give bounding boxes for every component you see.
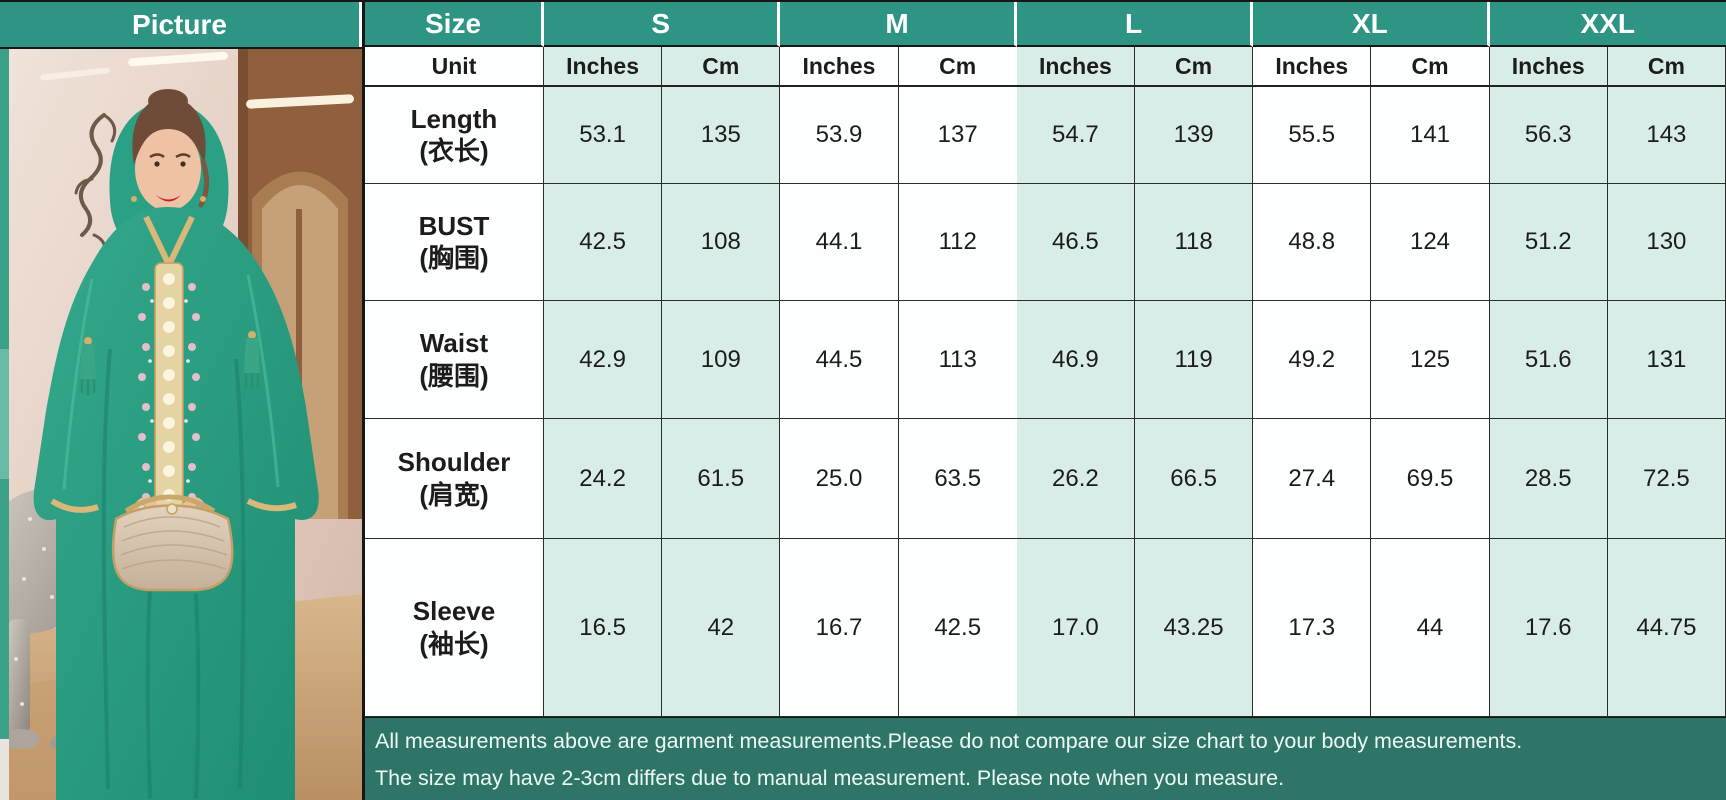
unit-cell: Inches	[544, 47, 663, 87]
ceiling-lights	[40, 51, 354, 109]
size-group-xxl: XXL	[1489, 2, 1726, 47]
face	[135, 127, 201, 211]
table-cell: 26.2	[1016, 419, 1135, 539]
size-header-label: Size	[424, 7, 482, 39]
size-group-xl: XL	[1253, 2, 1490, 47]
lips	[156, 195, 181, 202]
note-line-1: All measurements above are garment measu…	[375, 729, 1523, 754]
unit-cell: Cm	[898, 47, 1017, 87]
table-cell: 53.9	[780, 87, 899, 184]
unit-cell: Cm	[1134, 47, 1254, 87]
table-cell: 63.5	[898, 419, 1017, 539]
table-cell: 139	[1134, 87, 1254, 184]
table-cell: 72.5	[1607, 419, 1726, 539]
table-cell: 16.7	[780, 539, 899, 717]
table-cell: 25.0	[780, 419, 899, 539]
table-cell: 44.75	[1607, 539, 1726, 717]
clutch-bag	[111, 494, 234, 592]
table-cell: 42.5	[544, 184, 663, 301]
model-figure	[33, 89, 319, 800]
table-cell: 108	[662, 184, 781, 301]
table-cell: 42.9	[544, 301, 663, 419]
table-cell: 125	[1371, 301, 1490, 419]
table-cell: 24.2	[544, 419, 663, 539]
measurement-notes: All measurements above are garment measu…	[365, 717, 1726, 800]
table-cell: 113	[898, 301, 1017, 419]
table-cell: 130	[1607, 184, 1726, 301]
earring	[200, 196, 206, 202]
table-cell: 56.3	[1489, 87, 1608, 184]
table-cell: 17.3	[1253, 539, 1372, 717]
size-group-s: S	[544, 2, 781, 47]
earring	[131, 196, 137, 202]
table-cell: 28.5	[1489, 419, 1608, 539]
unit-cell: Inches	[780, 47, 899, 87]
unit-cell: Inches	[1489, 47, 1608, 87]
table-cell: 51.2	[1489, 184, 1608, 301]
table-cell: 141	[1371, 87, 1490, 184]
table-cell: 46.5	[1016, 184, 1135, 301]
table-cell: 69.5	[1371, 419, 1490, 539]
picture-column: Picture	[0, 2, 362, 800]
unit-cell: Cm	[662, 47, 781, 87]
unit-cell: Inches	[1016, 47, 1135, 87]
table-cell: 54.7	[1016, 87, 1135, 184]
size-header: Size	[365, 2, 544, 47]
size-group-l: L	[1016, 2, 1254, 47]
table-cell: 66.5	[1134, 419, 1254, 539]
row-label-sleeve: Sleeve (袖长)	[365, 539, 544, 717]
table-cell: 137	[898, 87, 1017, 184]
table-cell: 143	[1607, 87, 1726, 184]
table-cell: 44	[1371, 539, 1490, 717]
table-cell: 49.2	[1253, 301, 1372, 419]
table-cell: 51.6	[1489, 301, 1608, 419]
tassel	[80, 337, 96, 395]
table-cell: 46.9	[1016, 301, 1135, 419]
table-cell: 55.5	[1253, 87, 1372, 184]
row-label-bust: BUST (胸围)	[365, 184, 544, 301]
table-cell: 135	[662, 87, 781, 184]
tassel	[244, 331, 260, 389]
table-cell: 42.5	[898, 539, 1017, 717]
table-cell: 48.8	[1253, 184, 1372, 301]
table-cell: 43.25	[1134, 539, 1254, 717]
table-cell: 118	[1134, 184, 1254, 301]
table-cell: 44.1	[780, 184, 899, 301]
row-label-shoulder: Shoulder (肩宽)	[365, 419, 544, 539]
table-cell: 112	[898, 184, 1017, 301]
table-cell: 42	[662, 539, 781, 717]
row-label-length: Length (衣长)	[365, 87, 544, 184]
size-table: Size S M L XL XXL Unit Inches Cm Inches …	[362, 2, 1726, 800]
note-line-2: The size may have 2-3cm differs due to m…	[375, 765, 1285, 790]
table-cell: 119	[1134, 301, 1254, 419]
picture-header-label: Picture	[132, 8, 227, 40]
table-cell: 124	[1371, 184, 1490, 301]
unit-header: Unit	[365, 47, 544, 87]
unit-cell: Inches	[1253, 47, 1372, 87]
table-cell: 17.0	[1016, 539, 1135, 717]
unit-cell: Cm	[1371, 47, 1490, 87]
table-cell: 44.5	[780, 301, 899, 419]
table-cell: 16.5	[544, 539, 663, 717]
table-cell: 109	[662, 301, 781, 419]
table-cell: 17.6	[1489, 539, 1608, 717]
row-label-waist: Waist (腰围)	[365, 301, 544, 419]
product-photo	[0, 47, 362, 800]
product-photo-illustration	[0, 49, 362, 800]
table-cell: 61.5	[662, 419, 781, 539]
hair	[132, 97, 206, 165]
table-cell: 131	[1607, 301, 1726, 419]
table-cell: 27.4	[1253, 419, 1372, 539]
size-group-m: M	[780, 2, 1017, 47]
table-cell: 53.1	[544, 87, 663, 184]
picture-header: Picture	[0, 2, 362, 47]
unit-cell: Cm	[1607, 47, 1726, 87]
